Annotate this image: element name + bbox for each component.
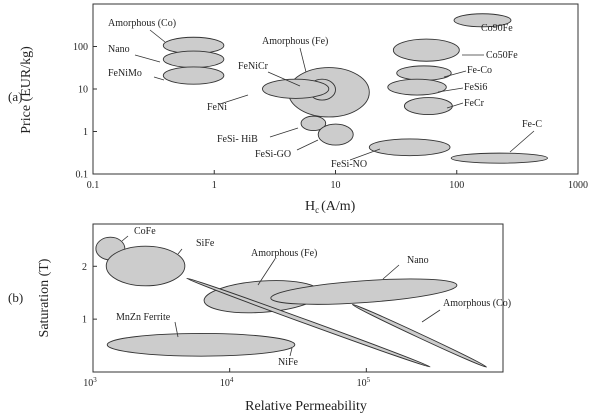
leader-line-cofe <box>121 235 129 242</box>
leader-line-nano <box>134 54 161 63</box>
panel-b-y-ticks: 12 <box>82 262 97 326</box>
panel-b-x-axis-title: Relative Permeability <box>245 399 367 414</box>
leader-line-amorphous-fe <box>299 47 307 73</box>
panel-a-regions: Amorphous (Co) Nano FeNiMo Amorphous (Fe) Fe… <box>108 13 548 170</box>
panel-a-label: (a) <box>8 89 22 104</box>
y-tick-label: 1 <box>83 127 88 138</box>
x-tick-label: 105 <box>357 376 371 389</box>
region-label-fenimo: FeNiMo <box>108 68 142 79</box>
region-nife <box>186 277 431 368</box>
x-tick-label: 104 <box>220 376 234 389</box>
region-label-sife: SiFe <box>196 238 215 249</box>
y-tick-label: 2 <box>82 262 87 273</box>
x-tick-label: 0.1 <box>87 180 100 191</box>
y-tick-label: 0.1 <box>76 170 89 181</box>
leader-line-mnzn-ferrite <box>174 321 179 338</box>
leader-line-fesi-no <box>349 148 381 161</box>
x-tick-label: 100 <box>449 180 464 191</box>
panel-b-plot-frame <box>92 223 504 373</box>
leader-line-feni <box>219 94 249 105</box>
panel-a-y-axis-title: Price (EUR/kg) <box>19 46 34 134</box>
region-fesi-no <box>368 138 451 157</box>
region-amorphous-co <box>351 303 488 368</box>
region-label-fesi-go: FeSi-GO <box>255 149 291 160</box>
region-co50fe <box>392 38 460 62</box>
region-label-nano: Nano <box>108 44 130 55</box>
x-tick-label: 1000 <box>568 180 588 191</box>
y-tick-label: 1 <box>82 315 87 326</box>
leader-line-fecr <box>446 102 464 109</box>
panel-a-y-ticks: 0.1 1 10 100 <box>73 42 97 181</box>
leader-line-nife <box>289 347 293 357</box>
panel-b-y-axis-title: Saturation (T) <box>37 258 52 337</box>
leader-line-fenimo <box>153 76 165 81</box>
region-fe-c <box>450 152 548 164</box>
leader-line-fesi6 <box>437 87 464 93</box>
region-fesi-go <box>317 123 354 146</box>
region-label-fesi-no: FeSi-NO <box>331 159 367 170</box>
panel-a-x-ticks: 0.1 1 10 100 1000 <box>87 170 588 191</box>
region-nano <box>270 278 458 305</box>
region-label-fe-co: Fe-Co <box>467 65 492 76</box>
region-label-amorphous-fe: Amorphous (Fe) <box>262 36 328 47</box>
region-label-feni: FeNi <box>207 102 227 113</box>
region-fesi6 <box>387 78 447 96</box>
region-label-amorphous-fe: Amorphous (Fe) <box>251 248 317 259</box>
region-label-fesi6: FeSi6 <box>464 82 487 93</box>
region-label-cofe: CoFe <box>134 226 156 237</box>
region-fecr <box>403 97 453 116</box>
panel-a-x-axis-title: Hc (A/m) <box>305 199 356 215</box>
region-label-co50fe: Co50Fe <box>486 50 518 61</box>
region-nano <box>162 50 225 68</box>
region-label-nife: NiFe <box>278 357 299 368</box>
region-fenimo <box>162 66 225 85</box>
panel-b-x-ticks: 103 104 105 <box>83 368 371 389</box>
x-tick-label: 1 <box>212 180 217 191</box>
region-label-nano: Nano <box>407 255 429 266</box>
region-sife <box>105 245 186 287</box>
panel-a: (a) Amorphous (Co) Nano FeNiMo Amorphous (F… <box>8 3 588 215</box>
region-label-fe-c: Fe-C <box>522 119 542 130</box>
region-fe-co <box>396 65 452 81</box>
region-fesi-hib <box>300 115 327 132</box>
region-label-co90fe: Co90Fe <box>481 23 513 34</box>
x-tick-label: 10 <box>331 180 341 191</box>
region-label-fecr: FeCr <box>464 98 485 109</box>
leader-line-fesi-hib <box>269 127 299 138</box>
leader-line-amorphous-fe <box>257 258 276 286</box>
panel-b-label: (b) <box>8 290 23 305</box>
y-tick-label: 100 <box>73 42 88 53</box>
leader-line-sife <box>177 248 183 255</box>
leader-line-fenicr <box>267 71 301 87</box>
region-co90fe <box>453 13 512 28</box>
leader-line-nano <box>382 264 400 280</box>
region-feni <box>262 78 330 99</box>
leader-line-fesi-go <box>296 139 319 151</box>
region-label-mnzn-ferrite: MnZn Ferrite <box>116 312 171 323</box>
leader-line-fe-co <box>443 70 467 78</box>
region-mnzn-ferrite <box>106 332 296 357</box>
y-tick-label: 10 <box>78 85 88 96</box>
leader-line-amorphous-co <box>421 309 441 323</box>
panel-b: (b) CoFe SiFe MnZn Ferrite Amorphous (Fe) Na… <box>8 223 511 414</box>
region-label-amorphous-co: Amorphous (Co) <box>443 298 511 309</box>
x-tick-label: 103 <box>83 376 97 389</box>
leader-line-amorphous-co <box>149 29 166 43</box>
region-label-fesi-hib: FeSi- HiB <box>217 134 258 145</box>
panel-b-regions: CoFe SiFe MnZn Ferrite Amorphous (Fe) Nano Ni… <box>95 226 511 368</box>
region-label-amorphous-co: Amorphous (Co) <box>108 18 176 29</box>
leader-line-fe-c <box>509 130 535 153</box>
region-label-fenicr: FeNiCr <box>238 61 269 72</box>
